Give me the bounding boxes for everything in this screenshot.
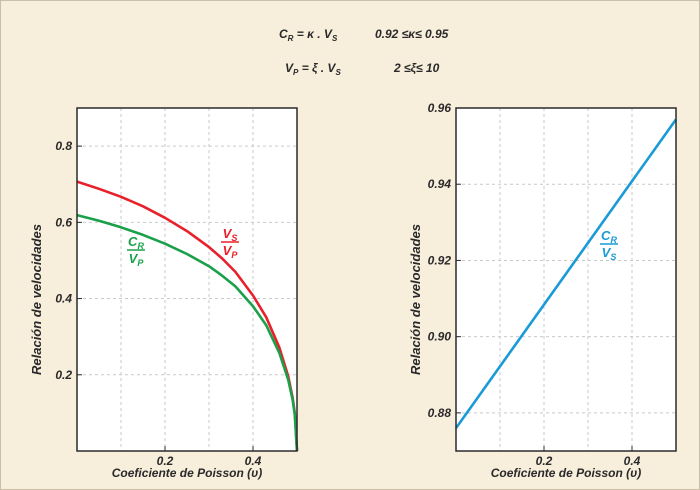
eq2-mid: = ξ . V	[298, 61, 336, 75]
y-tick-label-0: 0.88	[428, 406, 452, 420]
eq2-V: V	[285, 61, 294, 75]
series-line-1	[76, 213, 299, 452]
x-tick-label-0: 0.2	[536, 454, 553, 468]
eq1-mid: = κ . V	[293, 27, 332, 41]
svg-text:VP = ξ . VS: VP = ξ . VS	[285, 61, 341, 77]
series-label-0-den-sub: P	[231, 250, 238, 260]
y-tick-label-2: 0.6	[55, 215, 72, 229]
plot-frame	[455, 107, 677, 452]
equation-1: CR = κ . VS 0.92 ≤κ≤ 0.95	[279, 27, 449, 43]
y-tick-label-1: 0.90	[428, 330, 452, 344]
y-tick-label-2: 0.92	[428, 253, 452, 267]
y-axis-label: Relación de velocidades	[29, 224, 44, 375]
series-label-0-num-letter: C	[601, 228, 611, 243]
y-tick-label-1: 0.4	[55, 292, 72, 306]
svg-text:CR = κ . VS: CR = κ . VS	[279, 27, 338, 43]
series-label-0-den-letter: V	[602, 245, 612, 260]
x-axis-label: Coeficiente de Poisson (υ)	[112, 466, 262, 480]
eq2-range: 2 ≤ξ≤ 10	[393, 61, 440, 75]
equation-2: VP = ξ . VS 2 ≤ξ≤ 10	[285, 61, 440, 77]
series-label-1-numerator: CR	[128, 234, 144, 251]
x-tick-label-1: 0.4	[624, 454, 641, 468]
grid	[77, 108, 297, 451]
series-label-0-numerator: CR	[601, 228, 617, 245]
eq2-mid-sub: S	[335, 68, 341, 77]
x-tick-label-0: 0.2	[157, 454, 174, 468]
y-tick-label-3: 0.94	[428, 177, 452, 191]
eq1-mid-sub: S	[332, 34, 338, 43]
y-axis-label: Relación de velocidades	[408, 224, 423, 375]
y-tick-label-4: 0.96	[428, 101, 452, 115]
eq1-C-sub: R	[288, 34, 294, 43]
series-label-1-den-letter: V	[129, 251, 139, 266]
series-label-1-num-sub: R	[137, 241, 144, 251]
series-line-0	[454, 118, 678, 429]
series-label-1-denominator: VP	[129, 251, 145, 268]
series-label-0-num-sub: S	[231, 233, 237, 243]
eq1-C: C	[279, 27, 288, 41]
plot-frame	[76, 107, 298, 452]
plot-background	[456, 108, 676, 451]
eq1-range: 0.92 ≤κ≤ 0.95	[375, 27, 449, 41]
x-axis-label: Coeficiente de Poisson (υ)	[491, 466, 641, 480]
series-label-0-num-letter: V	[223, 226, 233, 241]
series-label-1-den-sub: P	[137, 258, 144, 268]
plot-background	[77, 108, 297, 451]
series-label-0-den-sub: S	[610, 252, 616, 262]
y-tick-label-0: 0.2	[55, 368, 72, 382]
y-tick-label-3: 0.8	[55, 139, 72, 153]
x-tick-label-1: 0.4	[245, 454, 262, 468]
series-label-0-denominator: VP	[223, 243, 239, 260]
series-label-0-den-letter: V	[223, 243, 233, 258]
series-label-0-denominator: VS	[602, 245, 617, 262]
series-label-0-num-sub: R	[610, 235, 617, 245]
series-label-1-num-letter: C	[128, 234, 138, 249]
series-label-0-numerator: VS	[223, 226, 238, 243]
eq2-V-sub: P	[293, 68, 299, 77]
